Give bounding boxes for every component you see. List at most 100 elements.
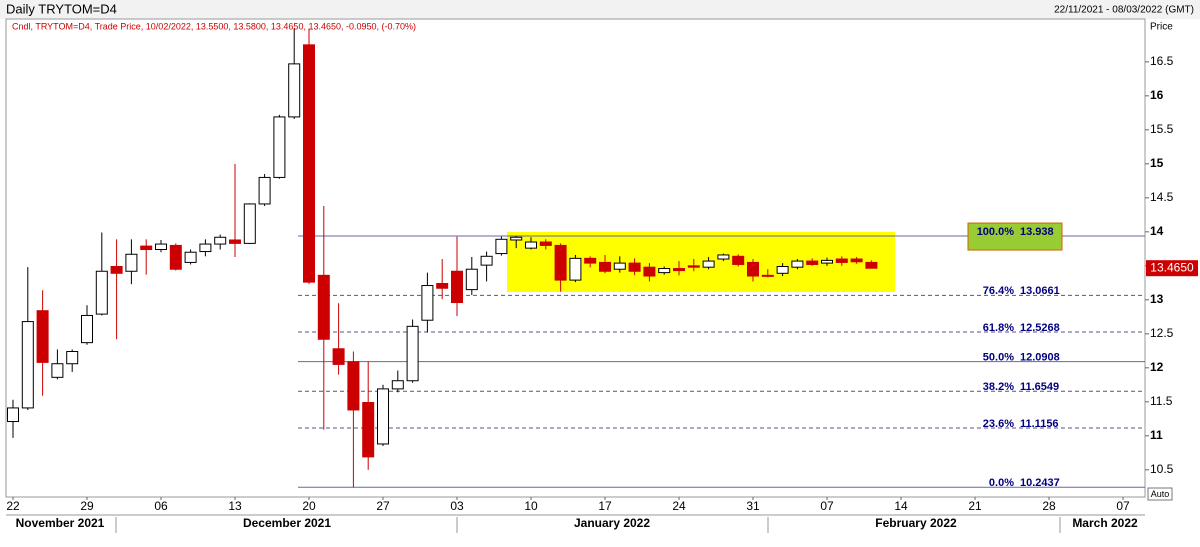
fib-value: 13.0661 <box>1020 285 1060 297</box>
fib-value: 11.6549 <box>1020 381 1059 393</box>
candle-body <box>110 265 123 274</box>
month-label: March 2022 <box>1072 516 1138 530</box>
fib-top-box <box>967 222 1063 251</box>
candle-body <box>495 238 508 255</box>
candle-body <box>81 314 93 344</box>
y-tick-label: 15.5 <box>1150 122 1174 136</box>
candle-body <box>791 260 804 268</box>
candle-body <box>821 259 833 264</box>
fib-label: 100.0% <box>977 226 1015 238</box>
candle-body <box>599 261 611 272</box>
x-tick-label: 21 <box>968 499 982 513</box>
candle-body <box>421 285 434 321</box>
candle-body <box>776 265 789 274</box>
x-tick-label: 03 <box>450 499 464 513</box>
x-tick-label: 13 <box>228 499 242 513</box>
x-tick-label: 06 <box>154 499 168 513</box>
x-tick-label: 22 <box>6 499 20 513</box>
candle-body <box>21 321 34 409</box>
date-range: 22/11/2021 - 08/03/2022 (GMT) <box>1054 5 1194 16</box>
y-tick-label: 12.5 <box>1150 326 1174 340</box>
month-label: February 2022 <box>875 516 957 530</box>
candle-body <box>806 260 819 265</box>
candle-body <box>303 44 315 283</box>
candle-body <box>835 258 848 263</box>
x-tick-label: 20 <box>302 499 316 513</box>
candle-body <box>125 253 138 272</box>
fib-label: 61.8% <box>983 322 1014 334</box>
candle-body <box>332 348 345 365</box>
candle-body <box>347 361 360 411</box>
header-bar <box>0 0 1200 19</box>
candle-body <box>480 255 493 266</box>
candle-body <box>643 266 656 277</box>
candle-body <box>465 268 478 291</box>
x-tick-label: 10 <box>524 499 538 513</box>
candle-body <box>214 236 227 245</box>
y-axis-label: Price <box>1150 22 1173 33</box>
fib-label: 0.0% <box>989 477 1014 489</box>
month-label: January 2022 <box>574 516 650 530</box>
x-tick-label: 07 <box>820 499 834 513</box>
fib-label: 23.6% <box>983 418 1014 430</box>
fib-value: 10.2437 <box>1020 477 1060 489</box>
y-tick-label: 11 <box>1150 428 1163 442</box>
candle-body <box>66 350 79 365</box>
candle-body <box>554 244 567 281</box>
candle-body <box>628 262 641 272</box>
candle-body <box>229 239 241 244</box>
x-tick-label: 17 <box>598 499 612 513</box>
y-tick-label: 13 <box>1150 292 1164 306</box>
candle-body <box>569 257 582 281</box>
fib-value: 12.5268 <box>1020 322 1060 334</box>
y-tick-label: 16 <box>1150 88 1164 102</box>
x-tick-label: 27 <box>376 499 390 513</box>
scale-mode: Auto <box>1151 489 1170 499</box>
candle-body <box>584 257 597 264</box>
candle-body <box>362 401 375 458</box>
candle-body <box>525 241 537 249</box>
y-tick-label: 14.5 <box>1150 190 1174 204</box>
candle-body <box>613 262 626 270</box>
candle-body <box>273 116 286 178</box>
fib-value: 12.0908 <box>1020 352 1060 364</box>
candle-body <box>199 243 212 253</box>
candle-body <box>140 245 153 251</box>
y-tick-label: 14 <box>1150 224 1164 238</box>
candle-body <box>702 260 715 268</box>
candle-body <box>317 274 330 340</box>
month-label: December 2021 <box>243 516 331 530</box>
candle-body <box>436 282 449 289</box>
x-tick-label: 29 <box>80 499 94 513</box>
candle-body <box>747 261 759 277</box>
candle-body <box>243 203 256 244</box>
fib-label: 50.0% <box>983 352 1014 364</box>
month-label: November 2021 <box>16 516 105 530</box>
last-price-box <box>1146 260 1198 277</box>
candle-body <box>451 270 463 304</box>
scale-mode-box <box>1147 487 1173 501</box>
candle-body <box>184 251 197 263</box>
plot-frame <box>5 18 1146 498</box>
candle-body <box>865 261 878 269</box>
candle-body <box>761 274 774 277</box>
legend-text: Cndl, TRYTOM=D4, Trade Price, 10/02/2022… <box>12 21 416 31</box>
candle-body <box>658 268 671 274</box>
x-tick-label: 28 <box>1042 499 1056 513</box>
fib-label: 38.2% <box>983 381 1014 393</box>
candle-body <box>717 254 730 260</box>
candle-body <box>510 236 523 241</box>
y-tick-label: 10.5 <box>1150 462 1174 476</box>
candle-body <box>7 407 19 423</box>
candle-body <box>850 258 863 263</box>
candle-body <box>377 388 389 445</box>
y-tick-label: 15 <box>1150 156 1164 170</box>
candle-body <box>51 363 64 378</box>
candle-body <box>406 325 419 382</box>
fib-label: 76.4% <box>983 285 1014 297</box>
chart-title: Daily TRYTOM=D4 <box>6 1 117 16</box>
y-tick-label: 11.5 <box>1150 394 1173 408</box>
candle-body <box>155 243 167 251</box>
candle-body <box>732 255 745 265</box>
y-tick-label: 16.5 <box>1150 54 1174 68</box>
